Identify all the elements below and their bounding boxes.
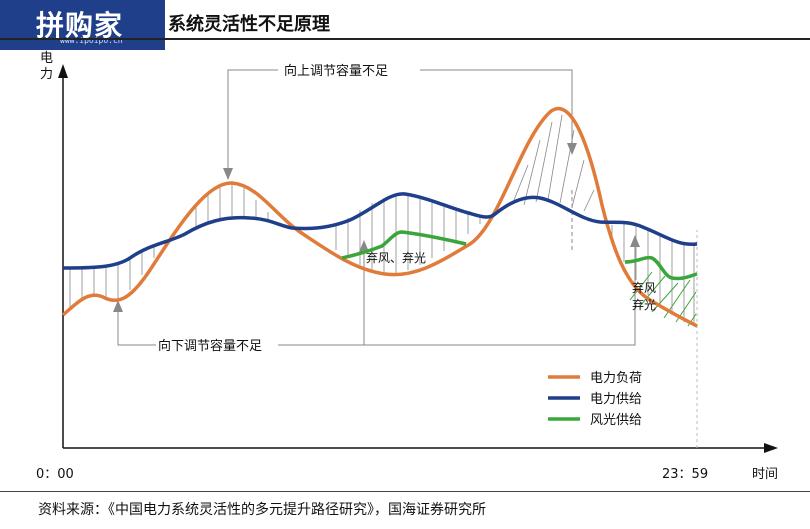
annotation-down-bracket bbox=[117, 240, 636, 346]
y-axis-label-1: 电 bbox=[40, 51, 53, 66]
arrow-down-left bbox=[113, 300, 123, 312]
flexibility-diagram: 电 力 0：00 23：59 时间 向上调节容量不足 向下调节容量不足 弃风、弃… bbox=[36, 51, 778, 482]
arrow-down-mid bbox=[359, 240, 369, 252]
arrow-up-left bbox=[223, 168, 233, 180]
title-rule bbox=[0, 38, 810, 40]
page-title: 系统灵活性不足原理 bbox=[168, 14, 330, 35]
x-axis-label: 时间 bbox=[752, 467, 778, 482]
footer-rule bbox=[0, 491, 810, 492]
x-axis-arrow bbox=[764, 443, 778, 453]
wind-solar-curve-2 bbox=[624, 255, 698, 281]
legend-label-supply: 电力供给 bbox=[590, 392, 642, 407]
y-axis-label-2: 力 bbox=[40, 67, 53, 82]
curtail-label-2a: 弃风 bbox=[632, 280, 656, 295]
logo-subtext: www.ipoipo.cn bbox=[60, 36, 123, 45]
annotation-down-label: 向下调节容量不足 bbox=[158, 338, 262, 354]
arrow-down-right bbox=[630, 235, 640, 247]
x-end-label: 23：59 bbox=[662, 467, 708, 482]
y-axis-arrow bbox=[58, 64, 68, 78]
wind-solar-curve-1 bbox=[341, 230, 467, 260]
curtail-label-1: 弃风、弃光 bbox=[366, 250, 426, 265]
source-note: 资料来源：《中国电力系统灵活性的多元提升路径研究》，国海证券研究所 bbox=[38, 502, 486, 518]
legend: 电力负荷 电力供给 风光供给 bbox=[548, 371, 642, 428]
legend-label-load: 电力负荷 bbox=[590, 371, 642, 386]
x-start-label: 0：00 bbox=[36, 467, 74, 482]
load-curve bbox=[61, 107, 698, 328]
logo-text: 拼购家 bbox=[36, 9, 124, 42]
legend-label-wind-solar: 风光供给 bbox=[590, 413, 642, 428]
supply-curve bbox=[62, 192, 698, 270]
annotation-up-bracket bbox=[227, 69, 573, 250]
logo: 拼购家 www.ipoipo.cn bbox=[0, 0, 165, 50]
curtail-label-2b: 弃光 bbox=[632, 297, 656, 312]
arrow-up-right bbox=[567, 143, 577, 155]
annotation-up-label: 向上调节容量不足 bbox=[284, 63, 388, 79]
